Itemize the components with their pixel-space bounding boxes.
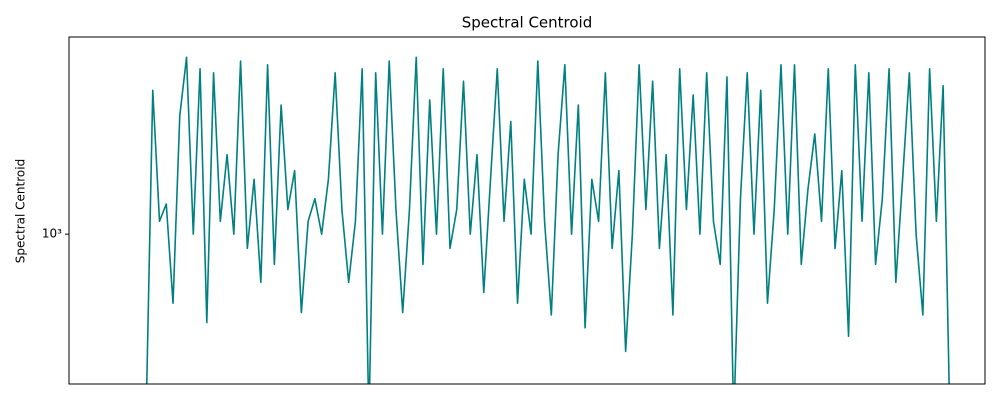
y-tick-label: 10³ [42,227,62,241]
plot-area [145,56,950,384]
chart-title: Spectral Centroid [462,14,593,32]
data-line [145,56,950,384]
y-axis-label: Spectral Centroid [14,159,28,263]
axes-frame [68,36,986,385]
